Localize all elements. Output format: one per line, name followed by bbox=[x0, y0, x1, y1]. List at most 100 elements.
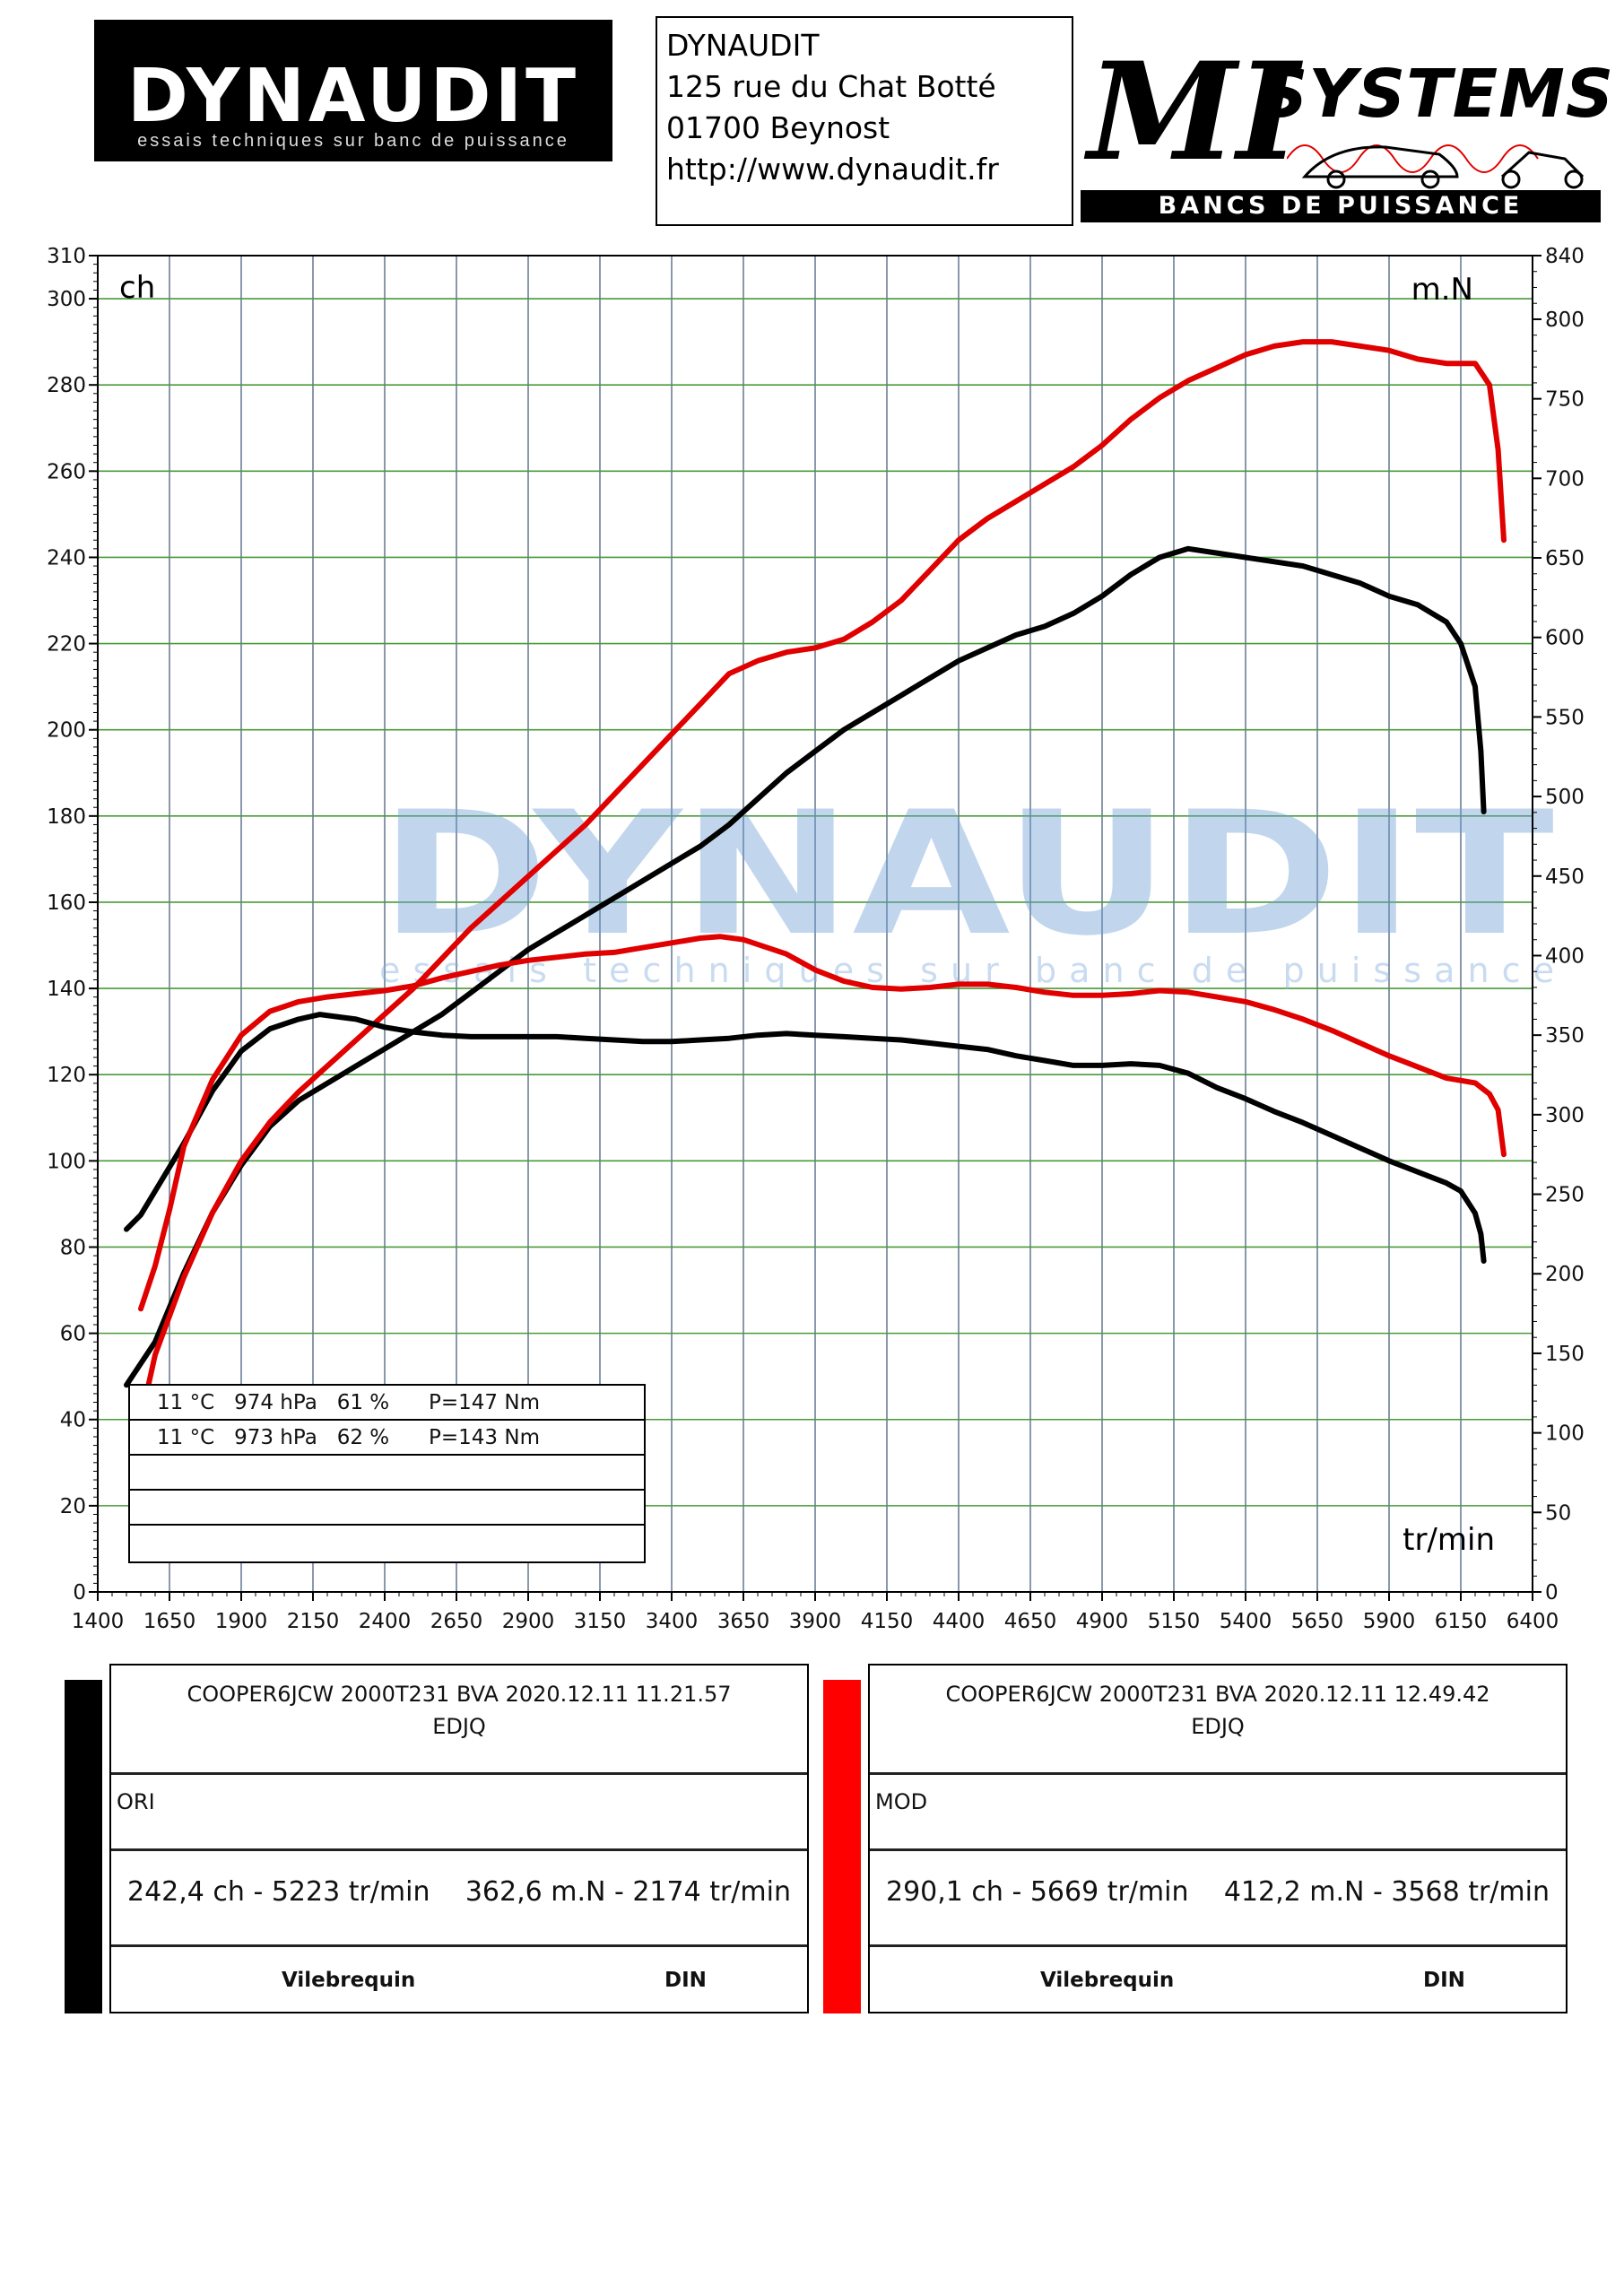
y-left-unit-label: ch bbox=[119, 270, 155, 306]
x-tick-label: 4900 bbox=[1076, 1610, 1129, 1633]
measurement-point: Vilebrequin bbox=[1040, 1969, 1175, 1992]
dynaudit-logo: DYNAUDIT essais techniques sur banc de p… bbox=[94, 20, 612, 161]
y-left-tick-label: 0 bbox=[73, 1581, 86, 1605]
series-mod-power-line bbox=[138, 339, 1507, 1422]
test-conditions-table: 11 °C 974 hPa 61 % P=147 Nm 11 °C 973 hP… bbox=[128, 1384, 646, 1563]
y-right-tick-label: 800 bbox=[1545, 309, 1585, 332]
y-left-tick-label: 200 bbox=[47, 719, 86, 743]
run-code: EDJQ bbox=[1191, 1714, 1245, 1739]
y-right-tick-label: 250 bbox=[1545, 1184, 1585, 1207]
address-city: 01700 Beynost bbox=[666, 110, 890, 145]
conditions-row-3 bbox=[130, 1456, 644, 1491]
y-right-tick-label: 350 bbox=[1545, 1024, 1585, 1048]
x-tick-label: 2150 bbox=[287, 1610, 340, 1633]
x-tick-label: 1900 bbox=[215, 1610, 268, 1633]
result-panel-mod: COOPER6JCW 2000T231 BVA 2020.12.11 12.49… bbox=[823, 1664, 1568, 2013]
x-tick-label: 6150 bbox=[1435, 1610, 1488, 1633]
series-mod-torque-line bbox=[138, 934, 1507, 1312]
measurement-point: Vilebrequin bbox=[282, 1969, 416, 1992]
y-left-tick-label: 120 bbox=[47, 1064, 86, 1087]
x-tick-label: 5400 bbox=[1220, 1610, 1272, 1633]
result-panel-ori: COOPER6JCW 2000T231 BVA 2020.12.11 11.21… bbox=[65, 1664, 809, 2013]
y-right-tick-label: 0 bbox=[1545, 1581, 1559, 1605]
max-torque: 362,6 m.N - 2174 tr/min bbox=[465, 1876, 791, 1908]
run-label: ORI bbox=[117, 1789, 155, 1814]
y-right-tick-label: 300 bbox=[1545, 1104, 1585, 1127]
max-torque: 412,2 m.N - 3568 tr/min bbox=[1223, 1876, 1550, 1908]
mi-logo-systems: SYSTEMS bbox=[1260, 56, 1615, 133]
conditions-row-2: 11 °C 973 hPa 62 % P=143 Nm bbox=[130, 1421, 644, 1456]
conditions-row-1: 11 °C 974 hPa 61 % P=147 Nm bbox=[130, 1386, 644, 1421]
x-tick-label: 1650 bbox=[143, 1610, 196, 1633]
series-ori-torque-line bbox=[124, 1012, 1487, 1264]
address-website[interactable]: http://www.dynaudit.fr bbox=[666, 152, 999, 187]
mi-systems-logo: MI SYSTEMS BANCS DE PUISSANCE bbox=[1081, 20, 1613, 226]
y-right-tick-label: 450 bbox=[1545, 865, 1585, 889]
y-right-tick-label: 650 bbox=[1545, 547, 1585, 570]
y-right-tick-label: 200 bbox=[1545, 1263, 1585, 1286]
mi-logo-letters: MI bbox=[1088, 33, 1300, 191]
watermark-wordmark: DYNAUDIT bbox=[379, 775, 1554, 973]
y-left-tick-label: 180 bbox=[47, 805, 86, 829]
run-title: COOPER6JCW 2000T231 BVA 2020.12.11 12.49… bbox=[945, 1682, 1490, 1707]
y-left-tick-label: 160 bbox=[47, 891, 86, 915]
y-left-tick-label: 220 bbox=[47, 633, 86, 657]
y-right-tick-label: 600 bbox=[1545, 627, 1585, 650]
correction-norm: DIN bbox=[1423, 1969, 1465, 1992]
address-company: DYNAUDIT bbox=[666, 28, 820, 63]
y-right-tick-label: 400 bbox=[1545, 944, 1585, 968]
logo-tagline: essais techniques sur banc de puissance bbox=[137, 131, 569, 151]
y-right-tick-label: 100 bbox=[1545, 1422, 1585, 1446]
x-tick-label: 4400 bbox=[933, 1610, 986, 1633]
x-tick-label: 2400 bbox=[359, 1610, 412, 1633]
x-unit-label: tr/min bbox=[1403, 1522, 1495, 1558]
run-title: COOPER6JCW 2000T231 BVA 2020.12.11 11.21… bbox=[187, 1682, 732, 1707]
x-tick-label: 6400 bbox=[1507, 1610, 1559, 1633]
x-tick-label: 3650 bbox=[717, 1610, 770, 1633]
car-bike-outline-icon bbox=[1287, 144, 1585, 189]
y-right-tick-label: 50 bbox=[1545, 1501, 1571, 1525]
x-tick-label: 5650 bbox=[1291, 1610, 1344, 1633]
y-right-tick-label: 750 bbox=[1545, 388, 1585, 412]
y-left-tick-label: 310 bbox=[47, 245, 86, 268]
y-left-tick-label: 260 bbox=[47, 460, 86, 483]
run-label: MOD bbox=[875, 1789, 928, 1814]
address-block: DYNAUDIT 125 rue du Chat Botté 01700 Bey… bbox=[656, 16, 1073, 226]
y-left-tick-label: 240 bbox=[47, 546, 86, 570]
x-tick-label: 1400 bbox=[72, 1610, 125, 1633]
logo-wordmark: DYNAUDIT bbox=[126, 54, 580, 139]
chart-series bbox=[124, 339, 1507, 1422]
conditions-row-5 bbox=[130, 1526, 644, 1561]
y-left-tick-label: 40 bbox=[60, 1409, 86, 1432]
run-code: EDJQ bbox=[432, 1714, 486, 1739]
max-power: 290,1 ch - 5669 tr/min bbox=[886, 1876, 1189, 1908]
y-right-tick-label: 700 bbox=[1545, 467, 1585, 491]
x-tick-label: 4650 bbox=[1004, 1610, 1057, 1633]
y-left-tick-label: 60 bbox=[60, 1323, 86, 1346]
y-right-unit-label: m.N bbox=[1411, 272, 1473, 308]
x-tick-label: 3400 bbox=[646, 1610, 699, 1633]
y-right-tick-label: 550 bbox=[1545, 706, 1585, 729]
axis-ticks: 1400 1650 1900 2150 2400 2650 2900 3150 3400 3650… bbox=[47, 245, 1585, 1633]
x-tick-label: 3900 bbox=[789, 1610, 842, 1633]
x-tick-label: 3150 bbox=[574, 1610, 627, 1633]
x-tick-label: 2900 bbox=[502, 1610, 555, 1633]
y-left-tick-label: 20 bbox=[60, 1495, 86, 1518]
x-tick-label: 4150 bbox=[861, 1610, 914, 1633]
y-right-tick-label: 150 bbox=[1545, 1343, 1585, 1366]
y-left-tick-label: 300 bbox=[47, 288, 86, 311]
max-power: 242,4 ch - 5223 tr/min bbox=[127, 1876, 430, 1908]
series-ori-power-line bbox=[124, 545, 1487, 1388]
correction-norm: DIN bbox=[664, 1969, 707, 1992]
mi-logo-subtitle: BANCS DE PUISSANCE bbox=[1081, 190, 1601, 222]
series-color-swatch bbox=[65, 1680, 102, 2013]
y-right-tick-label: 500 bbox=[1545, 786, 1585, 809]
y-right-tick-label: 840 bbox=[1545, 245, 1585, 268]
chart-grid bbox=[98, 256, 1533, 1592]
series-color-swatch bbox=[823, 1680, 861, 2013]
y-left-tick-label: 140 bbox=[47, 978, 86, 1001]
x-tick-label: 5900 bbox=[1363, 1610, 1416, 1633]
address-street: 125 rue du Chat Botté bbox=[666, 69, 996, 104]
x-tick-label: 2650 bbox=[430, 1610, 483, 1633]
